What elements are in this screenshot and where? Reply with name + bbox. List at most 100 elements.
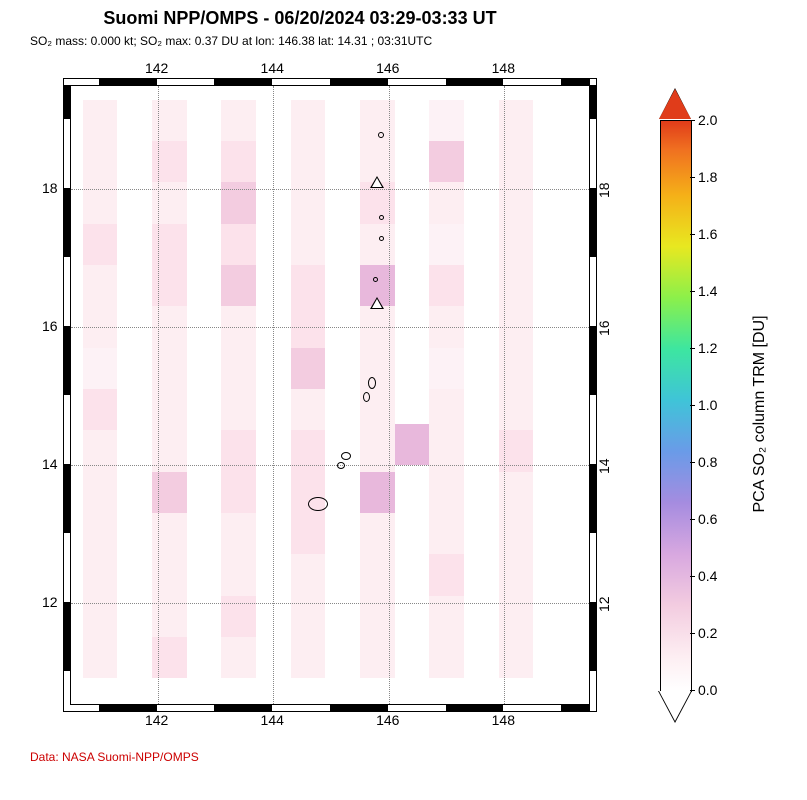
gridline-vertical xyxy=(504,86,505,704)
frame-segment xyxy=(330,79,388,85)
frame-segment xyxy=(157,79,215,85)
frame-segment xyxy=(64,533,70,602)
colorbar-tick-label: 1.2 xyxy=(698,340,717,356)
data-cell xyxy=(291,141,326,182)
colorbar-tick-mark xyxy=(690,519,695,520)
data-cell xyxy=(221,100,256,141)
data-cell xyxy=(429,554,464,595)
colorbar-under-triangle xyxy=(659,691,691,721)
gridline-vertical xyxy=(389,86,390,704)
data-cell xyxy=(429,389,464,430)
y-tick-label: 18 xyxy=(596,183,612,199)
y-tick-label: 12 xyxy=(42,594,58,610)
data-cell xyxy=(429,224,464,265)
data-cell xyxy=(83,348,118,389)
colorbar-tick-mark xyxy=(690,633,695,634)
data-cell xyxy=(221,348,256,389)
volcano-marker-icon xyxy=(370,176,384,188)
colorbar-tick-mark xyxy=(690,462,695,463)
x-tick-label: 146 xyxy=(376,60,399,76)
x-tick-label: 144 xyxy=(261,60,284,76)
y-tick-label: 16 xyxy=(596,321,612,337)
colorbar-label: PCA SO₂ column TRM [DU] xyxy=(751,315,769,512)
data-cell xyxy=(221,224,256,265)
data-cell xyxy=(291,265,326,306)
y-tick-label: 18 xyxy=(42,180,58,196)
data-cell xyxy=(221,513,256,554)
colorbar-tick-label: 1.4 xyxy=(698,283,717,299)
island-outline xyxy=(341,452,351,460)
colorbar-tick-label: 1.6 xyxy=(698,226,717,242)
colorbar-tick-mark xyxy=(690,348,695,349)
colorbar-tick-label: 0.4 xyxy=(698,568,717,584)
colorbar-tick-mark xyxy=(690,405,695,406)
data-cell xyxy=(291,224,326,265)
gridline-horizontal xyxy=(71,465,589,466)
data-cell xyxy=(221,265,256,306)
frame-segment xyxy=(64,188,70,257)
data-cell xyxy=(429,472,464,513)
y-tick-label: 12 xyxy=(596,596,612,612)
colorbar-tick-mark xyxy=(690,234,695,235)
data-cell xyxy=(429,141,464,182)
y-tick-label: 14 xyxy=(596,458,612,474)
data-cell xyxy=(429,513,464,554)
gridline-horizontal xyxy=(71,327,589,328)
colorbar-tick-label: 1.0 xyxy=(698,397,717,413)
data-credit: Data: NASA Suomi-NPP/OMPS xyxy=(30,750,199,764)
colorbar-tick-label: 0.6 xyxy=(698,511,717,527)
frame-segment xyxy=(63,711,597,712)
plot-title: Suomi NPP/OMPS - 06/20/2024 03:29-03:33 … xyxy=(0,8,600,29)
data-cell xyxy=(291,348,326,389)
data-cell xyxy=(83,389,118,430)
data-cell xyxy=(429,348,464,389)
data-cell xyxy=(291,389,326,430)
colorbar-tick-label: 0.2 xyxy=(698,625,717,641)
data-cell xyxy=(83,637,118,678)
data-cell xyxy=(221,141,256,182)
data-cell xyxy=(291,554,326,595)
data-cell xyxy=(221,637,256,678)
plot-subtitle: SO₂ mass: 0.000 kt; SO₂ max: 0.37 DU at … xyxy=(30,34,432,48)
data-cell xyxy=(221,472,256,513)
gridline-horizontal xyxy=(71,189,589,190)
data-cell xyxy=(83,554,118,595)
frame-segment xyxy=(64,602,70,671)
map-plot-area xyxy=(70,85,590,705)
x-tick-label: 142 xyxy=(145,60,168,76)
island-outline xyxy=(379,236,384,241)
colorbar-over-triangle xyxy=(659,89,691,119)
data-cell xyxy=(221,389,256,430)
frame-segment xyxy=(64,464,70,533)
frame-segment xyxy=(388,79,446,85)
colorbar-tick-label: 0.0 xyxy=(698,682,717,698)
data-cell xyxy=(429,637,464,678)
frame-segment xyxy=(214,79,272,85)
data-cell xyxy=(83,100,118,141)
frame-segment xyxy=(63,78,64,712)
data-cell xyxy=(221,554,256,595)
volcano-marker-icon xyxy=(370,297,384,309)
data-cell xyxy=(83,141,118,182)
frame-segment xyxy=(64,326,70,395)
frame-segment xyxy=(561,79,590,85)
frame-segment xyxy=(446,79,504,85)
colorbar-tick-mark xyxy=(690,120,695,121)
gridline-horizontal xyxy=(71,603,589,604)
colorbar-tick-label: 1.8 xyxy=(698,169,717,185)
frame-segment xyxy=(64,257,70,326)
frame-segment xyxy=(596,78,597,712)
data-cell xyxy=(83,224,118,265)
gridline-vertical xyxy=(273,86,274,704)
frame-segment xyxy=(63,78,597,79)
gridline-vertical xyxy=(158,86,159,704)
colorbar-tick-mark xyxy=(690,177,695,178)
data-cell xyxy=(83,265,118,306)
y-tick-label: 16 xyxy=(42,318,58,334)
colorbar-tick-mark xyxy=(690,690,695,691)
x-tick-label: 148 xyxy=(492,712,515,728)
colorbar-tick-label: 2.0 xyxy=(698,112,717,128)
colorbar-gradient xyxy=(660,120,692,692)
x-tick-label: 142 xyxy=(145,712,168,728)
data-cell xyxy=(83,472,118,513)
